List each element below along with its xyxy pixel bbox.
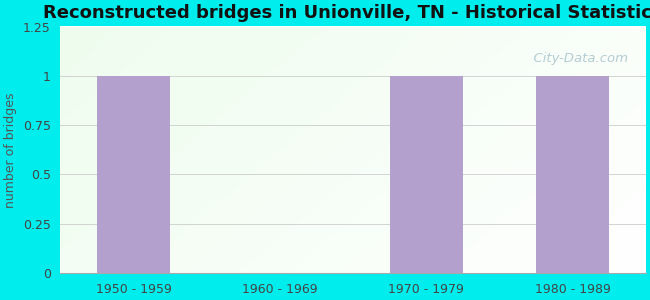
Text: City-Data.com: City-Data.com: [525, 52, 629, 65]
Bar: [390, 76, 463, 273]
Bar: [536, 76, 609, 273]
Title: Reconstructed bridges in Unionville, TN - Historical Statistics: Reconstructed bridges in Unionville, TN …: [44, 4, 650, 22]
Bar: [97, 76, 170, 273]
Y-axis label: number of bridges: number of bridges: [4, 92, 17, 208]
